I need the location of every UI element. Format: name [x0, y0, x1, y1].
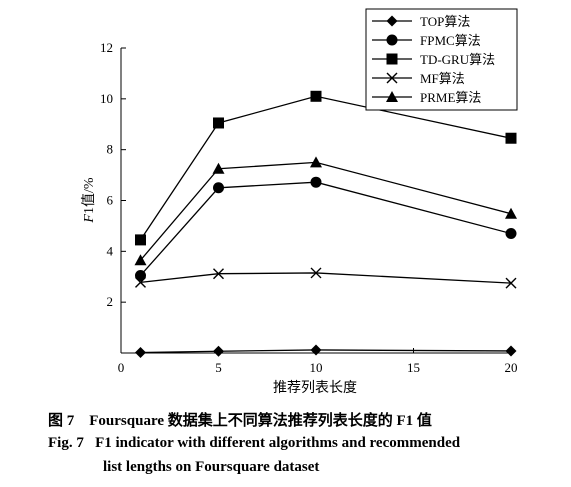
data-point-stroke: [310, 267, 322, 279]
data-point-stroke: [135, 276, 146, 288]
chart-series: [134, 90, 517, 358]
data-point: [213, 117, 224, 129]
y-tick-label: 12: [100, 40, 113, 55]
y-tick-label: 10: [100, 91, 113, 106]
data-point: [135, 234, 146, 246]
caption-en-text-1: F1 indicator with different algorithms a…: [95, 435, 461, 451]
y-axis-label: F1值/%: [81, 177, 97, 223]
series-line: [140, 161, 512, 261]
caption-en-label: Fig. 7: [48, 435, 84, 451]
x-tick-label: 0: [118, 360, 125, 375]
data-point: [505, 207, 517, 219]
legend-label: MF算法: [420, 71, 465, 86]
legend-marker: [386, 72, 398, 84]
legend-label: PRME算法: [420, 90, 481, 105]
caption-cn-text: Foursquare 数据集上不同算法推荐列表长度的 F1 值: [89, 413, 432, 429]
f1-line-chart: 0 5 10 15 20 2 4 6 8 10 12 F1值/% 推荐列表长度 TOP算法 FPMC算…: [81, 8, 518, 396]
data-point: [310, 344, 322, 356]
chart-legend: TOP算法 FPMC算法 TD-GRU算法 MF算法 PRME算法: [365, 8, 518, 111]
series-line: [139, 95, 512, 241]
legend-marker: [386, 53, 398, 65]
data-point: [213, 345, 224, 357]
legend-label: FPMC算法: [420, 33, 481, 48]
data-point: [505, 277, 517, 289]
series-line: [140, 349, 512, 354]
data-point: [505, 228, 517, 240]
legend-label: TOP算法: [420, 14, 470, 29]
data-point: [134, 254, 147, 266]
legend-marker-stroke: [386, 72, 398, 84]
data-point-stroke: [505, 277, 517, 289]
data-point: [135, 269, 146, 281]
data-point: [310, 176, 322, 188]
y-tick-label: 8: [107, 142, 114, 157]
legend-marker: [386, 34, 398, 46]
chart-ticks: 0 5 10 15 20 2 4 6 8 10 12: [100, 40, 518, 375]
data-point: [310, 156, 322, 168]
caption-en-line2: list lengths on Foursquare dataset: [103, 459, 319, 476]
data-point: [310, 90, 322, 102]
y-tick-label: 2: [107, 294, 114, 309]
x-tick-label: 5: [215, 360, 222, 375]
data-point: [505, 132, 517, 144]
x-axis-label: 推荐列表长度: [273, 380, 357, 396]
caption-en-text-2: list lengths on Foursquare dataset: [103, 459, 320, 475]
x-tick-label: 20: [505, 360, 518, 375]
data-point: [213, 268, 224, 280]
x-tick-label: 15: [407, 360, 420, 375]
legend-marker: [386, 91, 398, 102]
data-point: [213, 182, 224, 194]
data-point: [135, 346, 146, 358]
series-line: [140, 181, 512, 276]
data-point: [212, 162, 225, 174]
y-tick-label: 6: [107, 193, 114, 208]
legend-marker: [386, 15, 398, 27]
caption-en-line1: Fig. 7 F1 indicator with different algor…: [48, 435, 460, 452]
caption-cn: 图 7 Foursquare 数据集上不同算法推荐列表长度的 F1 值: [48, 409, 432, 430]
y-tick-label: 4: [107, 243, 114, 258]
legend-label: TD-GRU算法: [420, 52, 495, 67]
caption-cn-label: 图 7: [48, 413, 75, 429]
data-point: [310, 267, 322, 279]
data-point: [505, 345, 517, 357]
series-line: [140, 272, 512, 284]
data-point-stroke: [213, 268, 224, 280]
data-point: [135, 276, 146, 288]
x-tick-label: 10: [310, 360, 323, 375]
